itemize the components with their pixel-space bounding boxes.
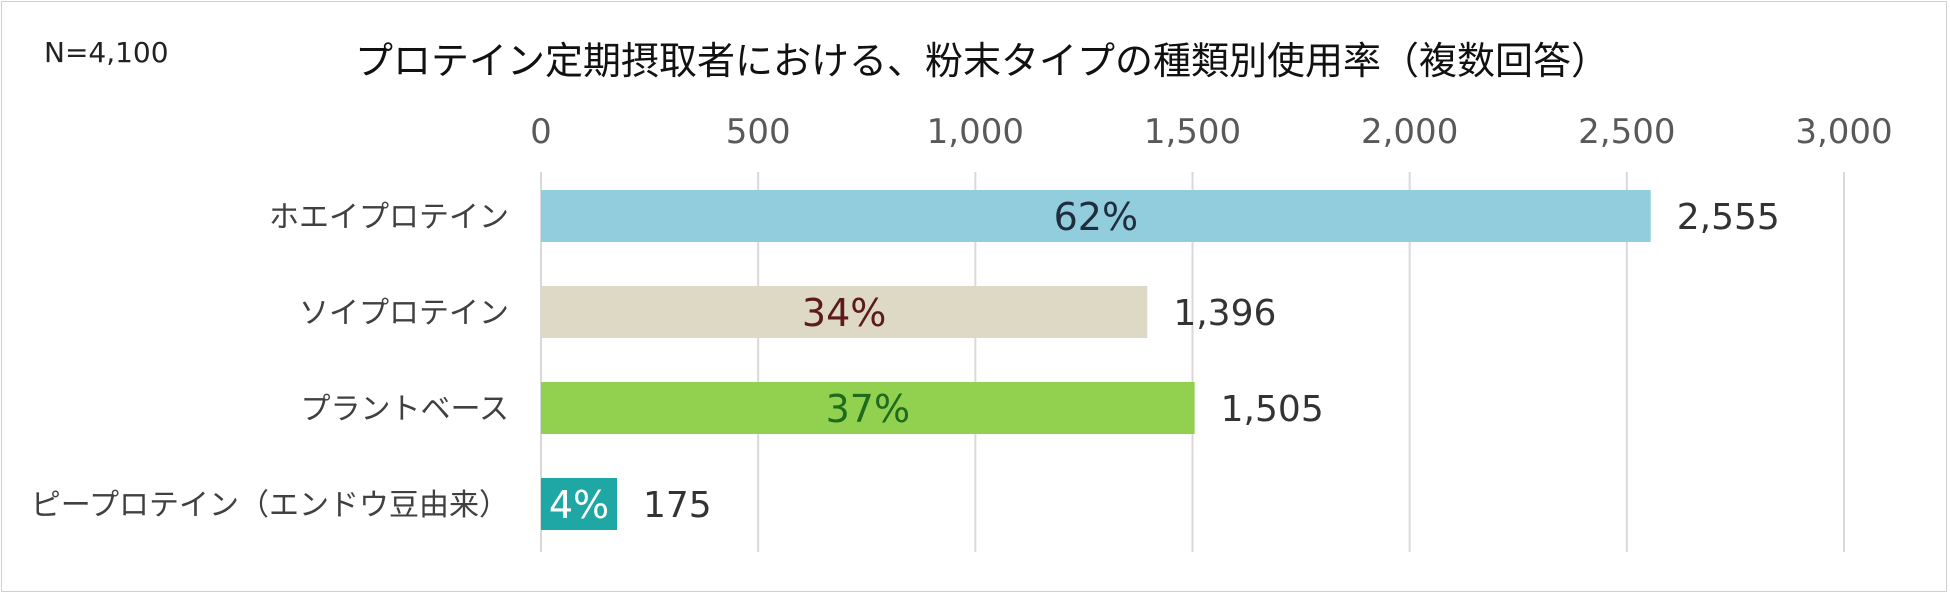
percent-label: 34% [802,291,886,335]
percent-label: 62% [1054,195,1138,239]
value-label: 2,555 [1677,197,1780,238]
value-label: 1,396 [1173,293,1276,334]
category-label: ソイプロテイン [299,296,509,331]
labels: ホエイプロテイン 62% 2,555 ソイプロテイン 34% 1,396 プラントベース 37… [31,195,1780,527]
category-label: ピープロテイン（エンドウ豆由来） [31,488,509,523]
x-tick-label: 500 [726,112,791,152]
x-tick-label: 1,000 [927,112,1024,152]
sample-size-label: N=4,100 [44,36,169,69]
x-axis-ticks: 0 500 1,000 1,500 2,000 2,500 3,000 [530,112,1892,152]
value-label: 175 [643,485,712,526]
bar [541,286,1148,338]
category-label: ホエイプロテイン [269,200,509,235]
chart-title: プロテイン定期摂取者における、粉末タイプの種類別使用率（複数回答） [355,39,1610,83]
x-tick-label: 1,500 [1144,112,1241,152]
category-label: プラントベース [301,392,510,427]
x-tick-label: 2,000 [1361,112,1458,152]
percent-label: 37% [826,387,910,431]
x-tick-label: 3,000 [1795,112,1892,152]
value-label: 1,505 [1221,389,1324,430]
percent-label: 4% [549,483,609,527]
bar [541,382,1195,434]
x-tick-label: 0 [530,112,552,152]
bar [541,478,618,530]
bars [541,190,1651,530]
bar [541,190,1651,242]
x-tick-label: 2,500 [1578,112,1675,152]
